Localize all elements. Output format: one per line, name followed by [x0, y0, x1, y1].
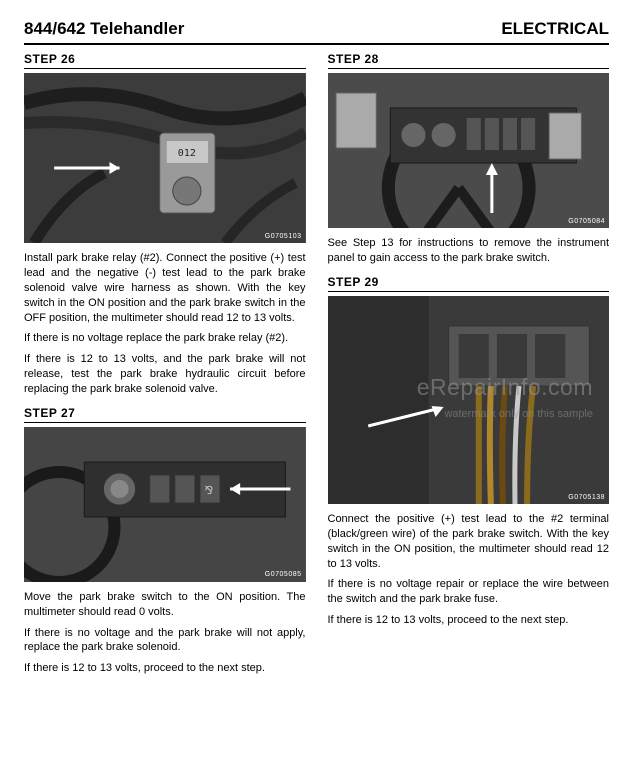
step-27-text-1: Move the park brake switch to the ON pos…	[24, 590, 306, 620]
header-title-left: 844/642 Telehandler	[24, 18, 184, 41]
svg-text:012: 012	[178, 148, 196, 159]
header-title-right: ELECTRICAL	[501, 18, 609, 41]
step-27-text-3: If there is 12 to 13 volts, proceed to t…	[24, 661, 306, 676]
step-26-text-1: Install park brake relay (#2). Connect t…	[24, 251, 306, 325]
svg-text:⅋: ⅋	[205, 485, 214, 497]
step-29-text-1: Connect the positive (+) test lead to th…	[328, 512, 610, 571]
figure-id: G0705085	[265, 570, 302, 579]
step-29-text-2: If there is no voltage repair or replace…	[328, 577, 610, 607]
two-column-layout: STEP 26 012 G0705103 Install park brake	[24, 51, 609, 676]
figure-id: G0705084	[568, 217, 605, 226]
step-27-figure: ⅋ G0705085	[24, 427, 306, 582]
right-column: STEP 28	[328, 51, 610, 676]
step-29-text-3: If there is 12 to 13 volts, proceed to t…	[328, 613, 610, 628]
step-27-heading: STEP 27	[24, 405, 306, 423]
step-26-text-3: If there is 12 to 13 volts, and the park…	[24, 352, 306, 397]
step-29-figure: G0705138	[328, 296, 610, 504]
step-27-text-2: If there is no voltage and the park brak…	[24, 626, 306, 656]
step-28-text-1: See Step 13 for instructions to remove t…	[328, 236, 610, 266]
step-26-heading: STEP 26	[24, 51, 306, 69]
step-29-heading: STEP 29	[328, 274, 610, 292]
step-26-text-2: If there is no voltage replace the park …	[24, 331, 306, 346]
figure-id: G0705138	[568, 493, 605, 502]
step-28-figure: G0705084	[328, 73, 610, 228]
left-column: STEP 26 012 G0705103 Install park brake	[24, 51, 306, 676]
step-26-figure: 012 G0705103	[24, 73, 306, 243]
step-28-heading: STEP 28	[328, 51, 610, 69]
figure-id: G0705103	[265, 232, 302, 241]
page-header: 844/642 Telehandler ELECTRICAL	[24, 18, 609, 45]
